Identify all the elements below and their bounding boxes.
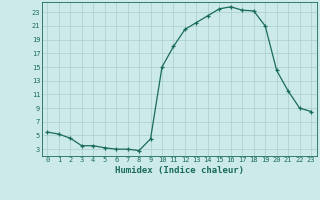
- X-axis label: Humidex (Indice chaleur): Humidex (Indice chaleur): [115, 166, 244, 175]
